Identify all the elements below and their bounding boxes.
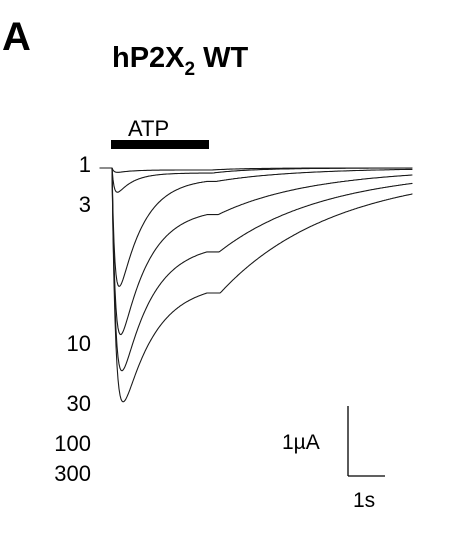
current-traces: [99, 167, 413, 403]
trace-30: [99, 167, 413, 336]
atp-application-bar: [111, 140, 209, 149]
chart-title-prefix: hP2X: [112, 42, 185, 74]
scale-bar-current-label: 1µA: [282, 431, 320, 454]
chart-title-suffix: WT: [195, 42, 248, 74]
scale-bar: 1µA 1s: [282, 406, 385, 512]
trace-3: [99, 167, 413, 193]
dose-label-100: 100: [54, 431, 91, 456]
dose-label-10: 10: [67, 331, 91, 356]
dose-label-300: 300: [54, 461, 91, 486]
trace-300: [99, 167, 413, 403]
panel-letter: A: [2, 15, 31, 59]
dose-label-30: 30: [67, 391, 91, 416]
atp-label: ATP: [128, 116, 169, 141]
dose-label-3: 3: [79, 192, 91, 217]
dose-label-1: 1: [79, 152, 91, 177]
chart-title: hP2X2 WT: [112, 42, 249, 80]
trace-10: [99, 167, 413, 287]
trace-100: [99, 167, 413, 372]
dose-labels: 1 3 10 30 100 300: [54, 152, 91, 486]
chart-title-subscript: 2: [185, 59, 196, 80]
scale-bar-time-label: 1s: [353, 489, 375, 512]
